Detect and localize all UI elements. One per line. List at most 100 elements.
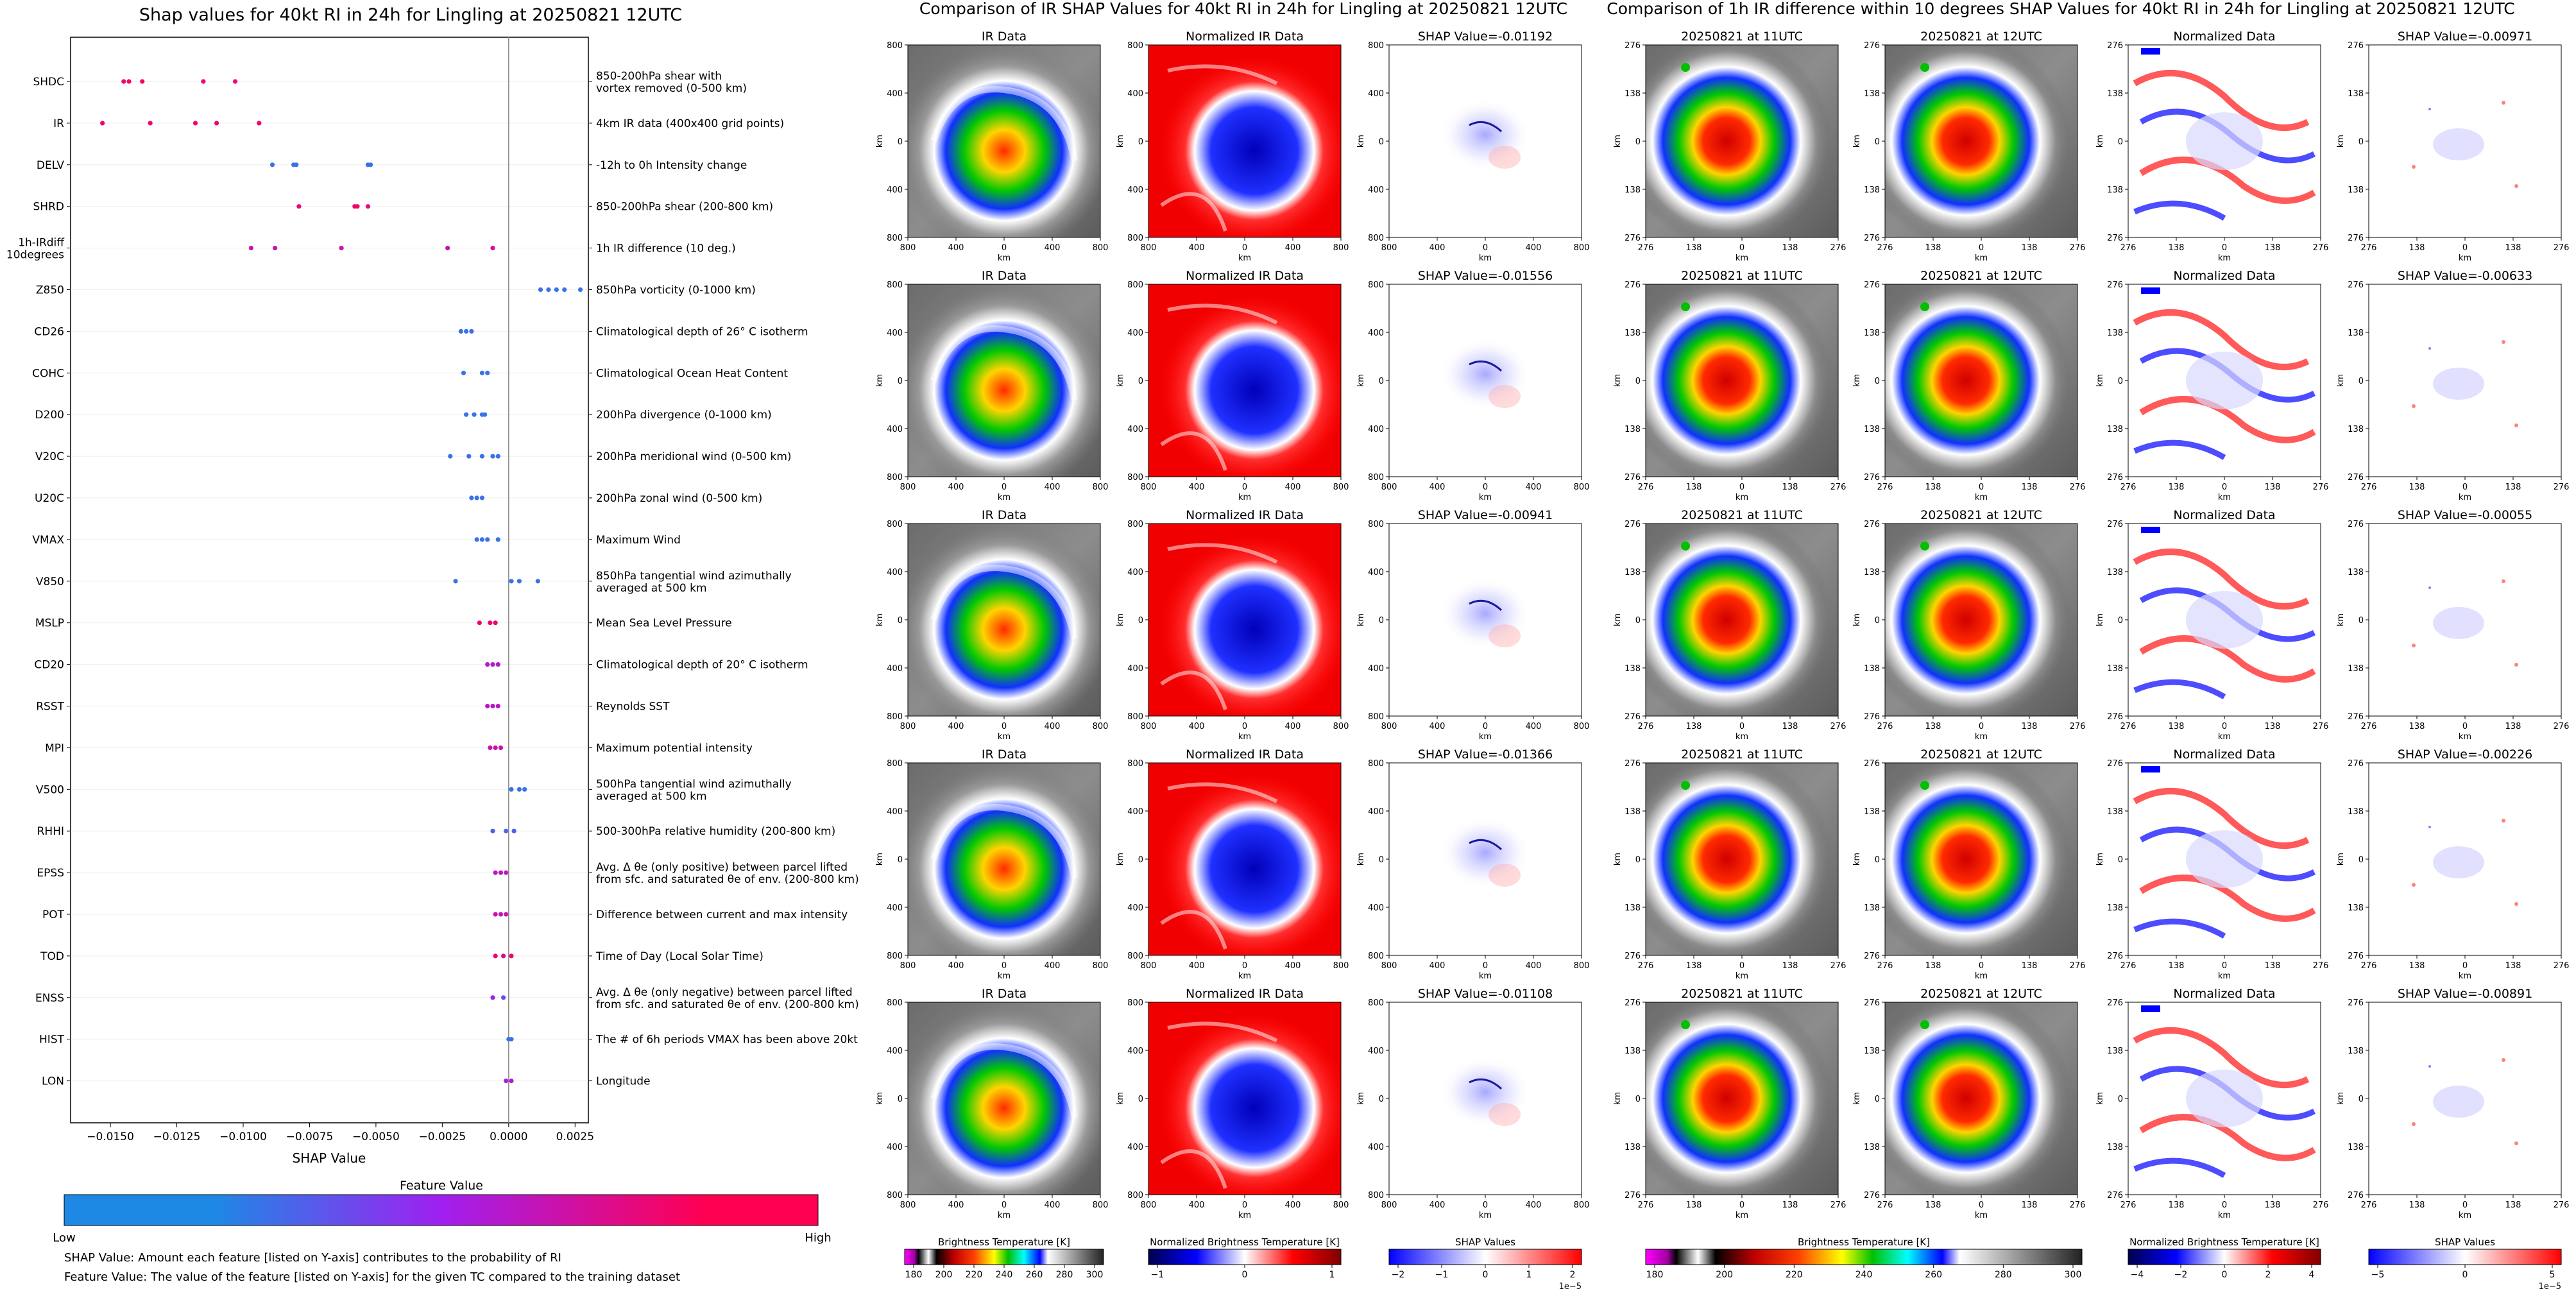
feature-description-line: 200hPa divergence (0-1000 km) [596,409,772,422]
image-x-tick-label: 800 [1381,482,1397,492]
colorbar-tick-label: 4 [2309,1270,2315,1280]
image-x-tick-label: 800 [1381,961,1397,971]
image-y-tick-label: 276 [2348,473,2364,482]
shap-point [504,912,509,917]
image-x-tick-label: 138 [2409,961,2425,971]
shap-point [495,537,500,542]
image-x-tick-label: 276 [2554,243,2570,253]
image-x-axis-label: km [1238,1211,1251,1220]
colorbar-label: SHAP Values [1455,1236,1515,1248]
image-y-tick-label: 400 [1368,1046,1384,1056]
image-y-tick-label: 400 [887,329,903,338]
image-x-tick-label: 138 [1686,243,1702,253]
feature-code-label: SHRD [33,201,64,214]
shap-point [509,1037,514,1042]
shap-point [479,495,485,500]
ir-image [2128,1002,2321,1195]
image-x-tick-label: 400 [1045,722,1061,731]
image-x-tick-label: 800 [1333,961,1349,971]
feature-description-line: 500-300hPa relative humidity (200-800 km… [596,825,835,838]
image-x-tick-label: 0 [2462,482,2468,492]
feature-description-line: Mean Sea Level Pressure [596,617,732,630]
shap-point [490,828,495,833]
image-y-tick-label: 276 [2107,280,2123,290]
feature-description: 1h IR difference (10 deg.) [596,243,736,255]
feature-description: Avg. Δ θe (only negative) between parcel… [596,986,859,1011]
image-title: 20250821 at 11UTC [1681,747,1803,762]
image-x-tick-label: 138 [2505,482,2521,492]
colorbar-exponent: 1e−5 [1559,1282,1582,1289]
image-x-tick-label: 138 [2169,722,2185,731]
image-x-tick-label: 800 [900,1200,916,1210]
image-x-axis-label: km [1238,971,1251,981]
image-x-tick-label: 800 [900,243,916,253]
shap-point [509,787,514,792]
colorbar-tick-label: 180 [1646,1270,1664,1280]
image-x-tick-label: 400 [1189,243,1205,253]
image-x-tick-label: 0 [1739,1200,1744,1210]
shap-point [461,370,466,375]
image-y-tick-label: 0 [898,1095,903,1104]
feature-code-label: COHC [32,367,64,380]
image-x-tick-label: 0 [1242,1200,1247,1210]
shap-point [485,662,490,667]
feature-code-line: U20C [35,492,64,505]
image-title: Normalized Data [2173,269,2275,283]
feature-description: 200hPa zonal wind (0-500 km) [596,492,762,505]
image-y-tick-label: 800 [1127,520,1143,529]
shap-point [355,204,360,209]
shap-point [538,287,543,293]
shap-map-image [1388,44,1583,239]
image-y-tick-label: 276 [1625,1191,1641,1200]
image-x-tick-label: 400 [1189,482,1205,492]
image-y-tick-label: 0 [2358,1095,2364,1104]
image-y-tick-label: 800 [1368,234,1384,243]
image-title: 20250821 at 11UTC [1681,269,1803,283]
shap-point [269,162,275,167]
image-y-tick-label: 138 [1625,89,1641,99]
image-y-tick-label: 276 [2348,1191,2364,1200]
image-y-tick-label: 138 [2348,1143,2364,1152]
image-title: 20250821 at 11UTC [1681,987,1803,1001]
feature-description-line: Climatological depth of 26° C isotherm [596,325,808,338]
image-y-tick-label: 138 [2107,807,2123,817]
image-y-tick-label: 800 [1127,280,1143,290]
shap-point [490,995,495,1000]
shap-point [509,1079,514,1084]
image-x-axis-label: km [1975,253,1988,263]
feature-code-label: EPSS [37,867,64,880]
colorbar-tick-label: 5 [2550,1270,2555,1280]
image-x-tick-label: 400 [1429,243,1446,253]
ir-image [1885,763,2077,955]
image-y-tick-label: 138 [1625,1046,1641,1056]
colorbar-tick-label: −4 [2131,1270,2144,1280]
image-x-tick-label: 800 [1381,1200,1397,1210]
image-x-tick-label: 0 [1739,482,1744,492]
image-x-tick-label: 800 [1574,482,1590,492]
image-title: SHAP Value=-0.00226 [2398,747,2532,762]
image-x-tick-label: 0 [1242,961,1247,971]
image-y-axis-label: km [2336,374,2346,387]
feature-code-label: V20C [35,450,64,463]
image-y-tick-label: 400 [1127,568,1143,577]
image-x-tick-label: 138 [2505,243,2521,253]
feature-code-line: LON [42,1075,64,1088]
image-y-tick-label: 138 [2107,89,2123,99]
feature-description-line: 850-200hPa shear with [596,70,722,83]
image-y-tick-label: 0 [1875,616,1880,626]
image-x-axis-label: km [1479,732,1492,742]
image-y-tick-label: 400 [887,1143,903,1152]
feature-code-label: CD20 [34,659,64,672]
image-title: SHAP Value=-0.00941 [1418,508,1553,522]
feature-description-line: The # of 6h periods VMAX has been above … [595,1034,858,1046]
shap-point [498,870,504,875]
x-tick-label: 0.0025 [556,1131,594,1143]
image-x-tick-label: 400 [1526,243,1542,253]
image-x-tick-label: 0 [1979,961,1984,971]
image-x-tick-label: 276 [2070,482,2086,492]
colorbar-tick-label: 240 [996,1270,1013,1280]
image-y-tick-label: 400 [1127,903,1143,913]
feature-description-line: Climatological depth of 20° C isotherm [596,659,808,672]
image-y-tick-label: 400 [1368,568,1384,577]
image-x-axis-label: km [1736,732,1748,742]
